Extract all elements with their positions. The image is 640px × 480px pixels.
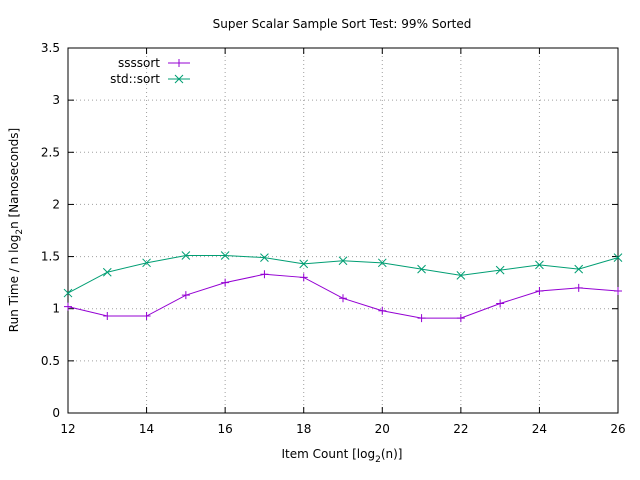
data-point-ssssort — [378, 306, 387, 315]
data-point-ssssort — [496, 299, 505, 308]
x-tick-label: 16 — [218, 422, 233, 436]
data-point-ssssort — [417, 314, 426, 323]
x-tick-label: 22 — [453, 422, 468, 436]
series-std-sort — [63, 251, 623, 298]
data-point-std-sort — [417, 264, 426, 274]
y-tick-label: 1.5 — [41, 250, 60, 264]
data-point-std-sort — [220, 251, 230, 260]
y-axis-label-main: Run Time / n log — [7, 235, 21, 333]
data-point-std-sort — [102, 267, 112, 277]
y-tick-label: 3 — [52, 93, 60, 107]
data-point-std-sort — [495, 265, 505, 275]
data-point-ssssort — [142, 312, 151, 321]
x-tick-label: 20 — [375, 422, 390, 436]
data-point-std-sort — [535, 260, 544, 270]
axis-ticks: 12 14 16 18 20 22 24 26 0 0.5 1 1.5 2 2.5 3 3.5 — [41, 41, 626, 436]
data-point-ssssort — [64, 302, 72, 311]
y-axis-label-sub: 2 — [15, 229, 25, 235]
y-axis-label-end: n [Nanoseconds] — [7, 128, 21, 229]
data-point-ssssort — [535, 286, 544, 295]
legend-label-std-sort: std::sort — [110, 72, 160, 86]
y-tick-label: 0.5 — [41, 354, 60, 368]
data-point-std-sort — [142, 258, 151, 268]
x-axis-label-main: Item Count [log — [282, 447, 376, 461]
y-tick-label: 2 — [52, 197, 60, 211]
data-point-std-sort — [377, 258, 387, 268]
y-tick-label: 0 — [52, 406, 60, 420]
data-point-ssssort — [181, 291, 190, 300]
data-point-ssssort — [574, 283, 583, 292]
legend-marker-std-sort — [174, 74, 184, 84]
y-axis-label: Run Time / n log2n [Nanoseconds] — [7, 128, 25, 332]
chart-title: Super Scalar Sample Sort Test: 99% Sorte… — [213, 17, 472, 31]
legend-sample-std-sort — [168, 74, 190, 84]
x-tick-label: 14 — [139, 422, 154, 436]
data-point-ssssort — [299, 273, 308, 282]
x-axis-label-sub: 2 — [375, 455, 381, 465]
x-tick-label: 18 — [296, 422, 311, 436]
y-tick-label: 3.5 — [41, 41, 60, 55]
data-point-ssssort — [456, 314, 465, 323]
data-point-ssssort — [614, 286, 622, 295]
y-tick-label: 2.5 — [41, 145, 60, 159]
legend-label-ssssort: ssssort — [118, 56, 160, 70]
x-tick-label: 12 — [60, 422, 75, 436]
legend-sample-ssssort — [168, 59, 190, 67]
x-axis-label-end: (n)] — [381, 447, 403, 461]
series-ssssort — [64, 270, 622, 323]
legend-marker-ssssort — [175, 59, 183, 67]
plot-frame — [67, 47, 619, 414]
data-point-ssssort — [339, 294, 347, 303]
data-point-ssssort — [221, 278, 230, 287]
data-point-std-sort — [613, 253, 623, 262]
data-point-std-sort — [574, 264, 584, 274]
data-point-ssssort — [260, 270, 269, 279]
x-tick-label: 24 — [532, 422, 547, 436]
data-point-std-sort — [63, 288, 73, 298]
data-point-ssssort — [103, 312, 112, 321]
data-point-std-sort — [338, 256, 348, 266]
data-point-std-sort — [181, 251, 191, 260]
data-point-std-sort — [260, 253, 269, 262]
x-axis-label: Item Count [log2(n)] — [282, 447, 403, 465]
y-tick-label: 1 — [52, 302, 60, 316]
series-layer — [63, 251, 623, 323]
x-tick-label: 26 — [610, 422, 625, 436]
data-point-std-sort — [456, 270, 466, 280]
data-point-std-sort — [299, 259, 309, 269]
grid — [68, 48, 618, 413]
legend: ssssort std::sort — [110, 56, 190, 86]
